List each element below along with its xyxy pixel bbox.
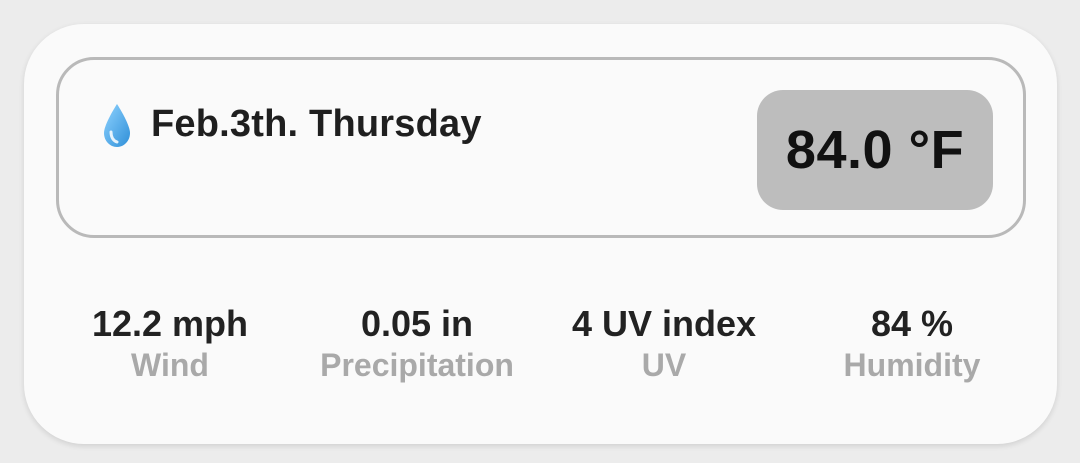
weather-card: Feb.3th. Thursday 84.0 °F 12.2 mph Wind …: [24, 24, 1057, 444]
water-drop-icon: [104, 104, 130, 147]
stat-precipitation: 0.05 in Precipitation: [293, 302, 541, 384]
stat-wind: 12.2 mph Wind: [46, 302, 294, 384]
date-label: Feb.3th. Thursday: [151, 103, 482, 145]
uv-label: UV: [641, 347, 687, 383]
temperature-badge: 84.0 °F: [757, 90, 993, 210]
precipitation-value: 0.05 in: [360, 303, 474, 344]
weather-stats: 12.2 mph Wind 0.05 in Precipitation 4 UV…: [24, 302, 1057, 402]
precipitation-label: Precipitation: [320, 347, 514, 383]
temperature-value: 84.0 °F: [785, 120, 965, 180]
uv-value: 4 UV index: [571, 303, 757, 344]
humidity-label: Humidity: [843, 347, 981, 383]
stat-humidity: 84 % Humidity: [788, 302, 1036, 384]
humidity-value: 84 %: [870, 303, 954, 344]
wind-label: Wind: [131, 347, 209, 383]
weather-summary-panel: Feb.3th. Thursday 84.0 °F: [56, 57, 1026, 238]
wind-value: 12.2 mph: [91, 303, 249, 344]
stat-uv: 4 UV index UV: [540, 302, 788, 384]
date-row: Feb.3th. Thursday: [101, 100, 482, 150]
